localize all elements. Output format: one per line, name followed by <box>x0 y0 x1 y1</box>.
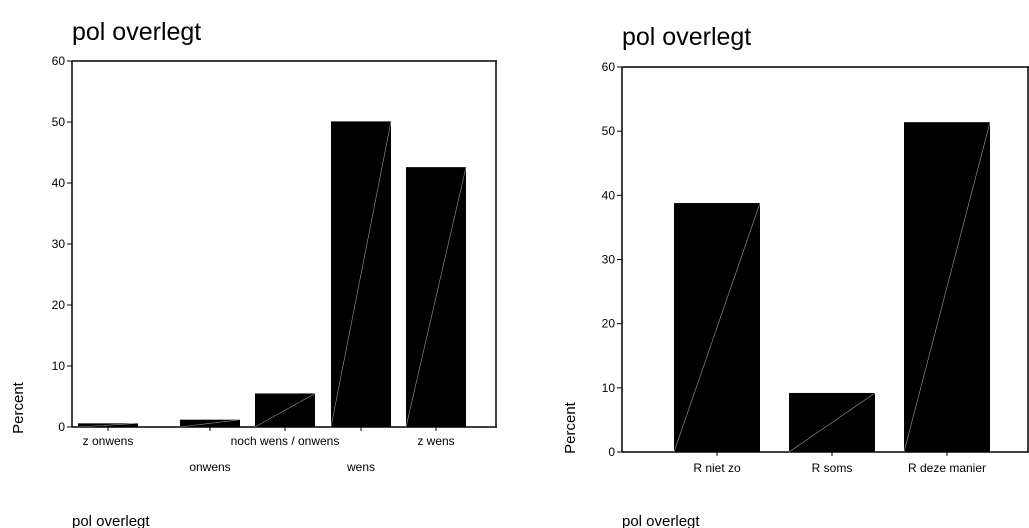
chart-1-x-tick-label: wens <box>346 460 375 474</box>
chart-2-x-axis-label: pol overlegt <box>622 513 700 528</box>
chart-1-x-tick-label: noch wens / onwens <box>231 434 340 448</box>
chart-1-y-tick-label: 10 <box>52 359 66 373</box>
chart-2-y-tick-label: 50 <box>602 124 616 138</box>
chart-1-bar-diagonal <box>254 393 316 428</box>
chart-1-y-tick-label: 20 <box>52 298 66 312</box>
chart-2-bar-diagonal <box>788 392 876 453</box>
chart-2-y-tick-label: 0 <box>608 445 615 459</box>
chart-2-bar-diagonal <box>673 202 761 453</box>
chart-1-x-tick-label: z wens <box>417 434 454 448</box>
chart-2-y-tick-label: 20 <box>602 317 616 331</box>
chart-2-title: pol overlegt <box>622 23 751 51</box>
chart-1-y-tick-label: 0 <box>58 420 65 434</box>
chart-1-title: pol overlegt <box>72 18 201 46</box>
chart-1-x-axis-label: pol overlegt <box>72 513 150 528</box>
chart-1-bar-diagonal <box>330 121 392 428</box>
chart-1-x-tick-label: onwens <box>189 460 230 474</box>
chart-2-x-tick-label: R niet zo <box>693 461 741 475</box>
chart-1-y-axis-label: Percent <box>10 381 27 434</box>
chart-2-bar-diagonal <box>903 122 991 453</box>
chart-1-y-tick-label: 30 <box>52 237 66 251</box>
chart-2-x-tick-label: R deze manier <box>908 461 986 475</box>
chart-2-y-tick-label: 10 <box>602 381 616 395</box>
chart-2-y-axis-label: Percent <box>562 401 579 454</box>
chart-2-plot: 0 10 20 30 40 50 60 R niet zo R soms R deze manie… <box>602 60 1029 475</box>
chart-2-x-tick-label: R soms <box>812 461 853 475</box>
chart-1-y-tick-label: 60 <box>52 54 66 68</box>
chart-2-y-tick-label: 40 <box>602 188 616 202</box>
chart-1-y-tick-label: 40 <box>52 176 66 190</box>
chart-2-y-tick-label: 30 <box>602 253 616 267</box>
chart-2-y-tick-label: 60 <box>602 60 616 74</box>
chart-1-bar-diagonal <box>179 419 241 428</box>
chart-1-bar-diagonal <box>405 167 467 428</box>
chart-1-y-tick-label: 50 <box>52 115 66 129</box>
chart-1-x-tick-label: z onwens <box>83 434 134 448</box>
chart-1-bar-diagonal <box>77 423 139 428</box>
